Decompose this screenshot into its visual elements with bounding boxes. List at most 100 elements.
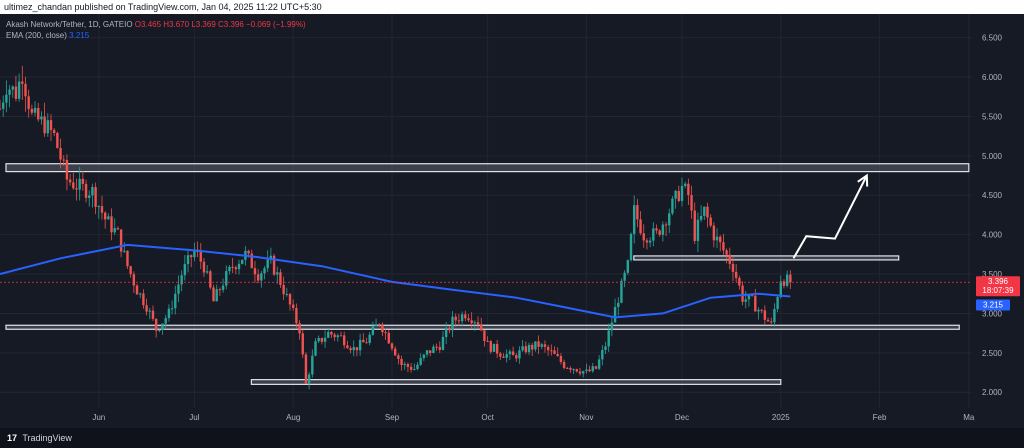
candle-body <box>393 348 397 356</box>
candle-body <box>285 294 289 296</box>
candle-body <box>639 219 642 234</box>
price-axis[interactable]: 6.500 6.000 5.500 5.000 4.500 4.000 3.500 3.000… <box>982 34 1003 398</box>
candle-body <box>534 341 537 350</box>
candle-body <box>632 205 636 234</box>
candle-body <box>432 346 435 354</box>
candle-body <box>33 107 37 113</box>
candle-body <box>725 250 728 255</box>
tradingview-logo[interactable]: 17 TradingView <box>7 433 72 443</box>
symbol-line: Akash Network/Tether, 1D, GATEIO O3.465 … <box>6 19 306 30</box>
candle-body <box>320 337 324 342</box>
candle-body <box>505 354 508 358</box>
candle-body <box>687 183 690 196</box>
candle-body <box>346 345 349 349</box>
candle-body <box>770 321 773 323</box>
candle-body <box>680 185 684 201</box>
candle-body <box>495 343 499 354</box>
candle-body <box>690 195 693 211</box>
candle-body <box>24 83 27 97</box>
candle-body <box>272 255 276 275</box>
candle-body <box>540 344 543 347</box>
candle-body <box>629 233 633 261</box>
price-tick-label: 5.000 <box>982 152 1003 161</box>
candle-body <box>8 89 11 95</box>
candle-body <box>110 216 113 233</box>
last-price-label: 3.396 <box>988 277 1009 286</box>
candle-body <box>5 94 8 103</box>
candle-body <box>425 350 429 355</box>
candle-body <box>11 86 14 90</box>
candle-body <box>170 308 174 310</box>
ema-label: EMA (200, close) <box>6 31 67 40</box>
candle-body <box>464 314 467 319</box>
candle-body <box>706 206 709 218</box>
candle-body <box>218 289 222 291</box>
price-tick-label: 5.500 <box>982 112 1003 121</box>
candle-body <box>221 285 225 290</box>
candle-body <box>524 346 528 353</box>
candle-body <box>37 107 40 120</box>
candle-body <box>782 281 786 286</box>
candle-body <box>429 350 432 354</box>
candle-body <box>591 366 594 372</box>
candle-body <box>588 369 591 372</box>
candle-body <box>594 366 598 369</box>
candle-body <box>712 225 716 241</box>
candle-body <box>154 318 158 331</box>
candle-body <box>480 324 483 331</box>
candle-body <box>766 319 770 322</box>
candle-body <box>119 229 123 252</box>
candle-body <box>174 293 177 309</box>
candle-body <box>470 320 473 324</box>
candle-body <box>256 274 260 281</box>
candle-body <box>234 267 238 270</box>
candle-body <box>65 159 69 180</box>
candle-body <box>518 350 521 359</box>
candle-body <box>384 332 387 334</box>
candlesticks <box>0 65 792 390</box>
candle-body <box>279 272 282 285</box>
candle-body <box>521 346 524 351</box>
candle-body <box>476 322 480 325</box>
candle-body <box>578 371 582 374</box>
candle-body <box>722 242 725 251</box>
ohlc-change: −0.069 (−1.99%) <box>246 20 306 29</box>
candle-body <box>610 322 614 331</box>
candle-body <box>116 228 120 230</box>
candle-body <box>527 344 531 353</box>
candle-body <box>668 213 671 226</box>
candle-body <box>126 250 129 267</box>
candle-body <box>448 328 451 331</box>
chart-legend: Akash Network/Tether, 1D, GATEIO O3.465 … <box>6 19 306 41</box>
candle-body <box>123 250 126 252</box>
ema-price-label: 3.215 <box>983 300 1004 309</box>
ohlc-close: C3.396 <box>218 20 244 29</box>
candle-body <box>502 356 505 358</box>
candle-body <box>444 328 448 337</box>
candle-body <box>400 358 403 366</box>
candle-body <box>785 274 789 286</box>
candle-body <box>607 330 610 347</box>
candle-body <box>585 369 588 372</box>
zone-rect <box>5 163 970 173</box>
candle-body <box>260 273 263 281</box>
candle-body <box>617 302 620 308</box>
candle-body <box>215 289 218 302</box>
candle-body <box>406 364 410 367</box>
candle-body <box>52 130 56 133</box>
candle-body <box>636 205 639 220</box>
candle-body <box>339 335 343 337</box>
candle-body <box>307 374 311 384</box>
candle-body <box>250 253 253 269</box>
candle-body <box>301 333 304 355</box>
candle-body <box>454 316 457 321</box>
candle-body <box>569 368 572 370</box>
time-axis[interactable]: Jun Jul Aug Sep Oct Nov Dec 2025 Feb Ma <box>92 413 975 422</box>
candle-body <box>728 254 731 264</box>
price-chart[interactable]: 6.500 6.000 5.500 5.000 4.500 4.000 3.500 3.000… <box>0 14 1024 428</box>
candle-body <box>40 116 43 120</box>
candle-body <box>97 206 100 208</box>
candle-body <box>773 308 776 323</box>
candle-body <box>776 297 779 309</box>
price-tick-label: 2.500 <box>982 349 1003 358</box>
